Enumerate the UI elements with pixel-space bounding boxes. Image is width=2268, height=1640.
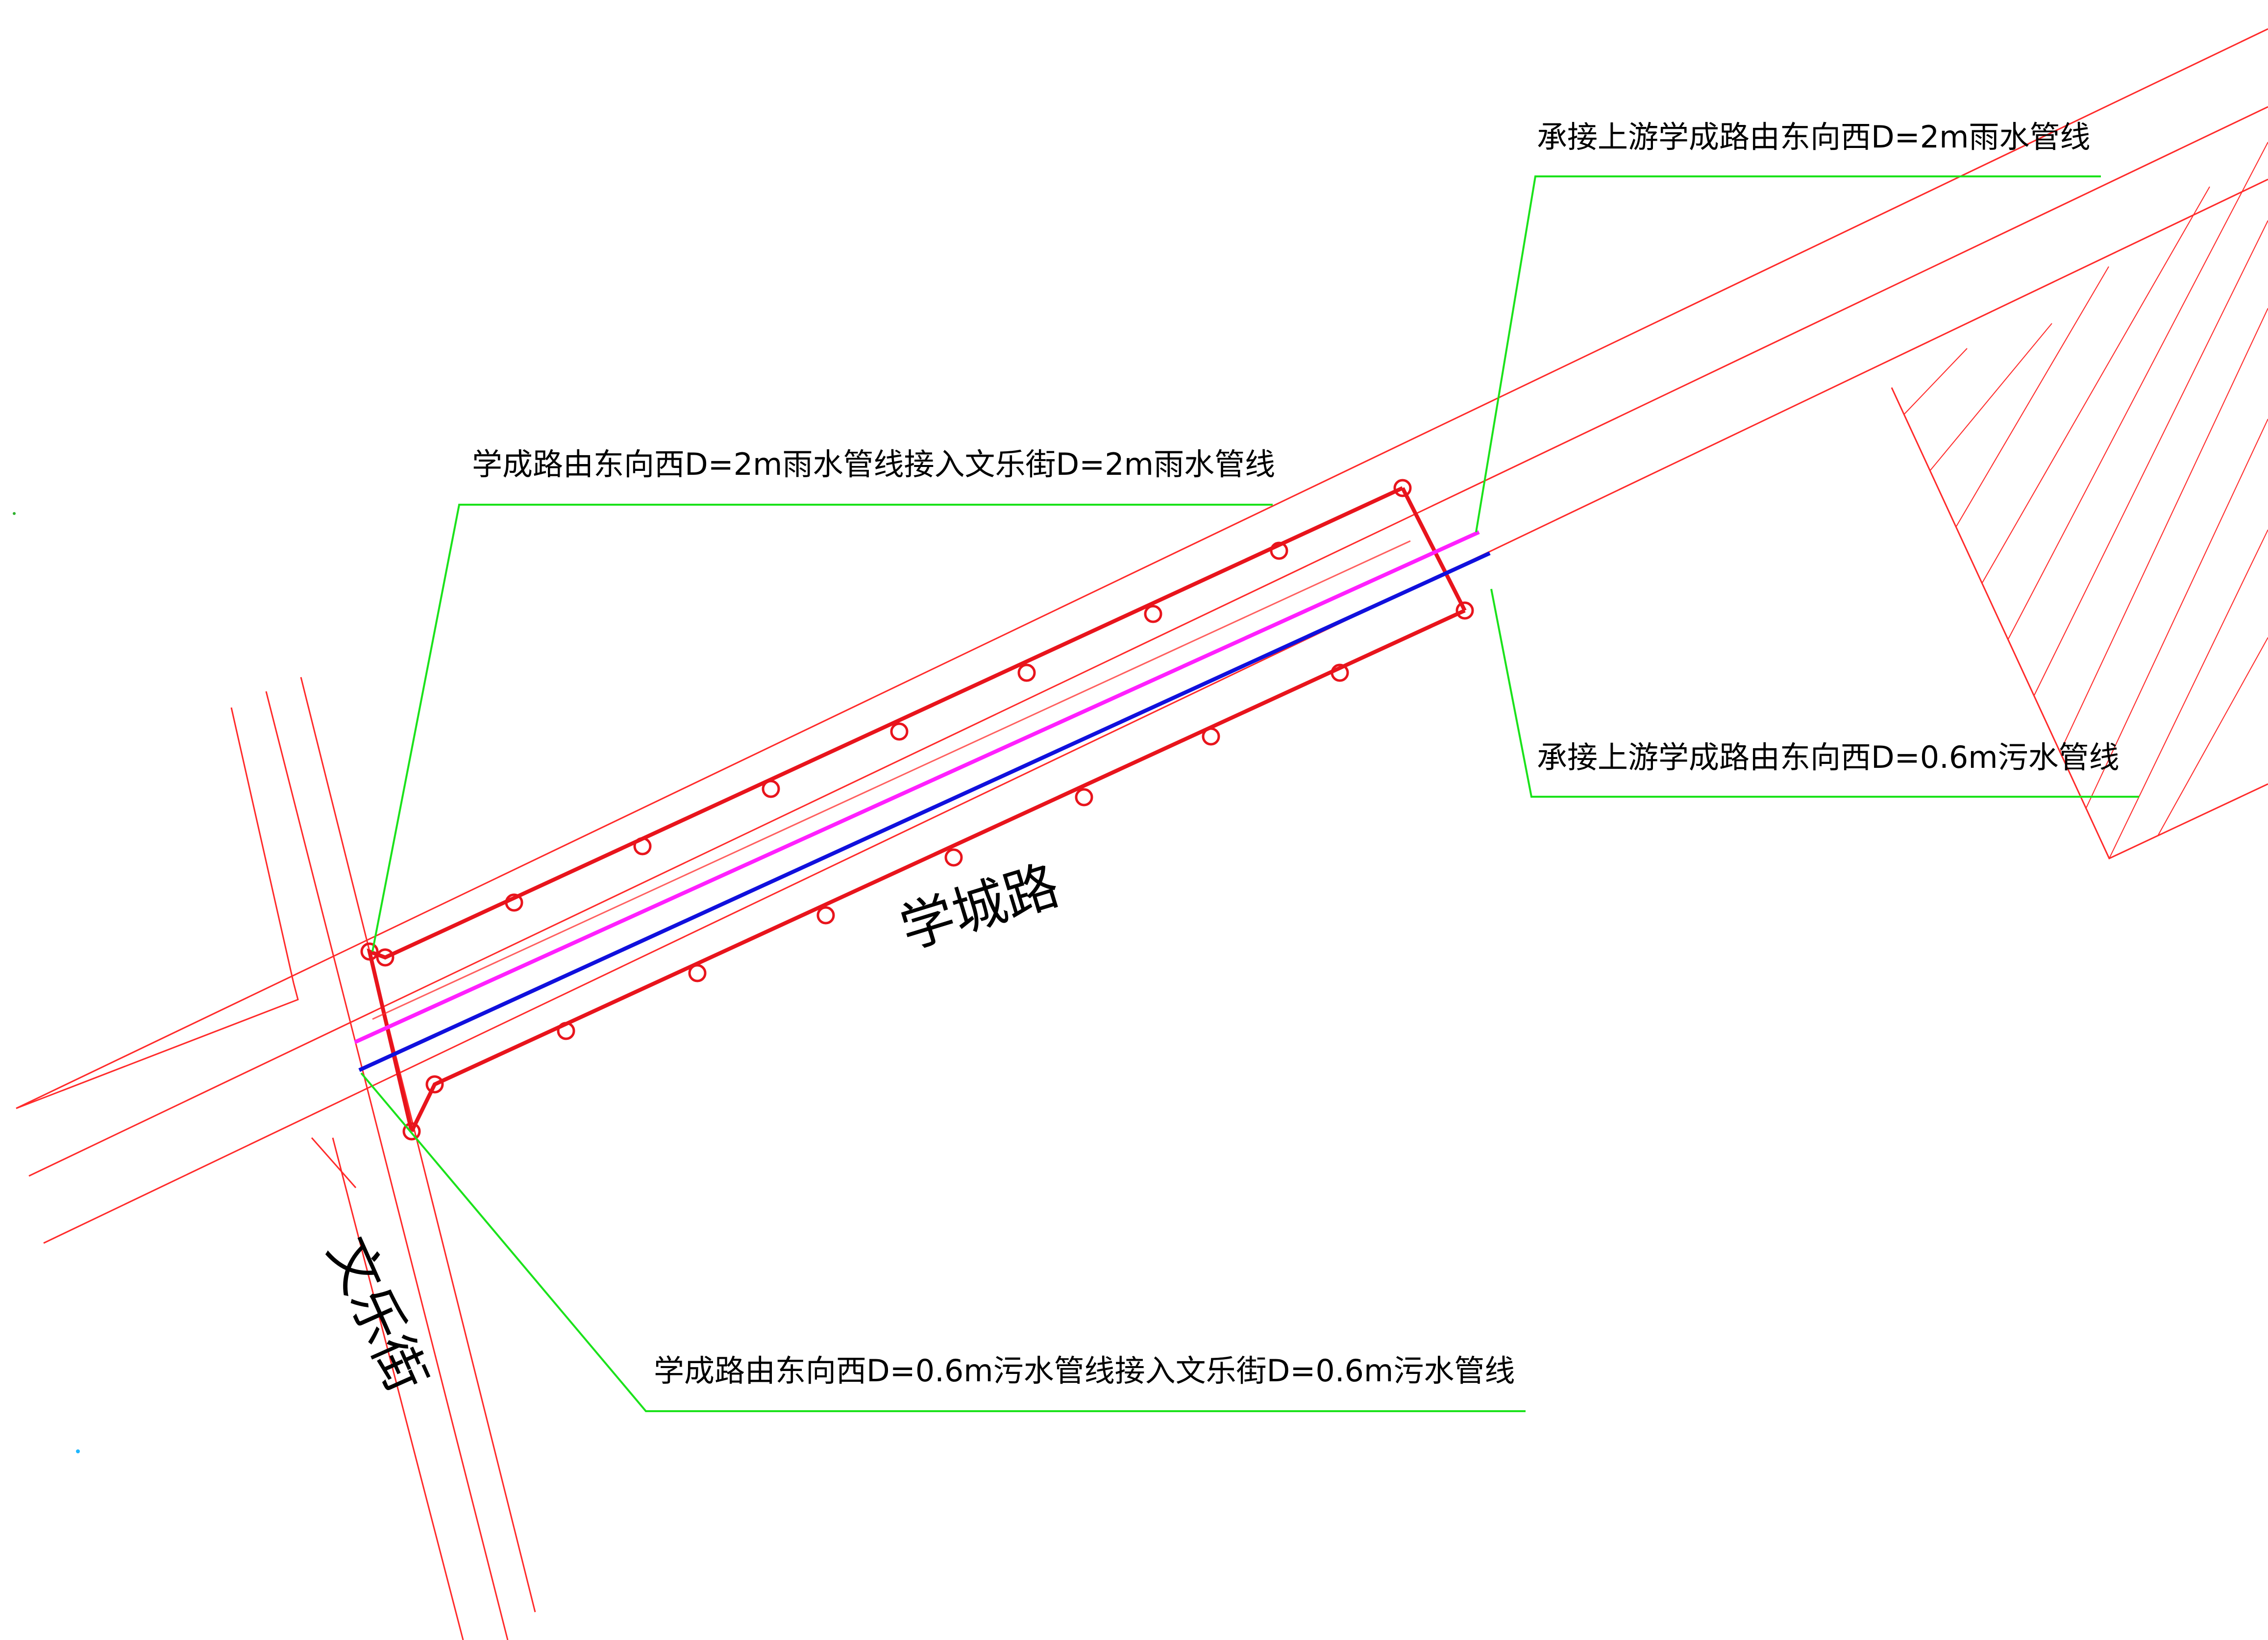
xuecheng-road-edge-center <box>28 106 2268 1177</box>
manhole-circle <box>557 1022 575 1040</box>
wenle-street-edge-2 <box>265 691 509 1640</box>
hatch-line <box>1981 186 2210 584</box>
speck-dot <box>76 1449 80 1453</box>
sewage-pipe-route <box>410 609 1466 1132</box>
manhole-circle <box>1202 727 1220 746</box>
manhole-circle <box>402 1122 421 1141</box>
manhole-circles <box>360 479 1474 1141</box>
xuecheng-road-edge-south <box>43 178 2268 1244</box>
leader-lines <box>360 175 2139 1412</box>
leader-upstream-sewage <box>1490 588 2139 798</box>
manhole-circle <box>376 948 394 967</box>
drawing-specks <box>13 512 80 1453</box>
rain-pipe-route <box>367 486 1404 1132</box>
label-upstream-sewage: 承接上游学成路由东向西D=0.6m污水管线 <box>1537 739 2120 775</box>
wenle-street-edge-3 <box>300 677 536 1613</box>
road-edges <box>16 28 2268 1640</box>
wenle-street-edge-5 <box>311 1137 357 1188</box>
manhole-circle <box>890 722 909 741</box>
xuecheng-road-corner <box>16 982 299 1109</box>
hatch-line <box>2059 308 2268 753</box>
manhole-circle <box>633 837 652 856</box>
manhole-circle <box>944 848 963 867</box>
manhole-circle <box>1270 541 1288 560</box>
manhole-circle <box>688 964 707 982</box>
manhole-circle <box>505 893 523 912</box>
hatched-parcel <box>1903 142 2268 859</box>
manhole-circle <box>816 906 835 925</box>
drawing-labels: 承接上游学成路由东向西D=2m雨水管线 学成路由东向西D=2m雨水管线接入文乐街… <box>316 119 2119 1401</box>
manhole-circle <box>425 1075 444 1094</box>
upstream-connector <box>1401 487 1467 612</box>
manhole-circle <box>1393 479 1412 497</box>
pipe-routes <box>354 486 1491 1132</box>
wenle-street-edge-4 <box>332 1137 464 1640</box>
hatch-line <box>2085 418 2268 809</box>
road-name-wenle: 文乐街 <box>316 1228 439 1402</box>
hatch-line <box>2007 142 2268 640</box>
label-rain-connection: 学成路由东向西D=2m雨水管线接入文乐街D=2m雨水管线 <box>472 446 1275 482</box>
manhole-circle <box>1144 605 1162 623</box>
hatch-line <box>2033 220 2268 697</box>
wenle-street-edge-1 <box>230 707 295 983</box>
manhole-circle <box>1455 601 1474 620</box>
leader-sewage-connection <box>360 1072 1526 1412</box>
hatch-line <box>2157 637 2268 836</box>
label-upstream-rain: 承接上游学成路由东向西D=2m雨水管线 <box>1537 119 2091 155</box>
hatch-line <box>1955 266 2109 528</box>
leader-rain-connection <box>371 504 1273 952</box>
manhole-circle <box>1075 788 1093 807</box>
hatch-line <box>2109 529 2268 859</box>
rain-main-line <box>354 530 1480 1044</box>
manhole-circle <box>360 942 379 961</box>
manhole-circle <box>1017 663 1036 682</box>
manhole-circle <box>762 780 780 798</box>
xuecheng-road-edge-north <box>16 28 2268 1109</box>
parcel-outline <box>1891 387 2268 859</box>
hatch-line <box>1929 323 2052 471</box>
speck-dot <box>13 512 16 515</box>
sewage-main-line <box>358 551 1491 1072</box>
manhole-circle <box>1331 663 1349 682</box>
label-sewage-connection: 学成路由东向西D=0.6m污水管线接入文乐街D=0.6m污水管线 <box>654 1353 1515 1389</box>
leader-upstream-rain <box>1475 175 2101 533</box>
hatch-line <box>1903 348 1968 415</box>
road-centerline <box>372 540 1411 1020</box>
road-name-xuecheng: 学城路 <box>893 854 1066 961</box>
